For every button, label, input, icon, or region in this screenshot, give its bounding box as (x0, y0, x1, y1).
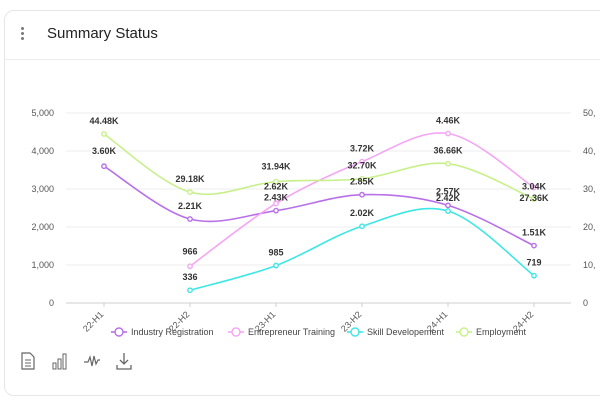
document-icon[interactable] (20, 352, 36, 370)
data-label: 2.57K (436, 186, 461, 196)
legend-label: Employment (476, 327, 527, 337)
data-label: 3.04K (522, 181, 547, 191)
data-label: 4.46K (436, 116, 461, 126)
data-point (101, 131, 107, 137)
data-point (101, 163, 107, 170)
data-label: 336 (182, 272, 197, 282)
data-label: 44.48K (89, 116, 119, 126)
data-label: 2.02K (350, 208, 375, 218)
y-right-tick-label: 0 (583, 298, 588, 308)
data-point (273, 200, 279, 207)
legend-swatch-marker (231, 327, 241, 337)
y-right-tick-label: 50, (583, 108, 596, 118)
y-right-tick-label: 10, (583, 260, 596, 270)
data-label: 3.72K (350, 144, 375, 154)
legend-swatch-marker (459, 327, 469, 337)
data-point (273, 262, 279, 269)
data-point (445, 130, 451, 137)
legend-swatch-marker (114, 327, 124, 337)
legend-label: Skill Developement (367, 327, 445, 337)
data-point (445, 202, 451, 209)
data-label: 31.94K (261, 162, 291, 172)
data-label: 2.85K (350, 177, 375, 187)
data-point (187, 189, 193, 196)
data-label: 1.51K (522, 228, 547, 238)
download-icon[interactable] (116, 352, 132, 370)
legend-label: Entrepreneur Training (248, 327, 335, 337)
data-label: 29.18K (175, 174, 205, 184)
y-left-tick-label: 1,000 (31, 260, 54, 270)
line-chart-icon[interactable] (84, 352, 100, 370)
data-point (531, 242, 537, 249)
data-point (273, 207, 279, 214)
series-line (103, 165, 535, 247)
kebab-menu-icon[interactable] (17, 25, 27, 45)
y-left-tick-label: 2,000 (31, 222, 54, 232)
data-point (187, 216, 193, 222)
summary-line-chart: 0 1,000 2,000 3,000 4,000 5,000 0 10, 20, 30, 40, 5… (31, 108, 596, 337)
data-point (445, 160, 451, 167)
data-point (273, 178, 279, 185)
data-label: 2.42K (436, 193, 461, 203)
y-right-tick-label: 20, (583, 222, 596, 232)
y-right-tick-label: 40, (583, 146, 596, 156)
legend-swatch-marker (350, 327, 360, 337)
data-label: 3.60K (92, 146, 117, 156)
card-header: Summary Status (5, 11, 600, 60)
data-point (187, 287, 193, 294)
data-label: 2.43K (264, 193, 289, 203)
summary-status-card: Summary Status (4, 10, 600, 396)
y-left-tick-label: 0 (49, 298, 54, 308)
bar-chart-icon[interactable] (52, 352, 68, 370)
data-point (531, 196, 537, 202)
y-left-tick-label: 3,000 (31, 184, 54, 194)
series-line (189, 207, 535, 292)
series-line (103, 133, 535, 200)
data-label: 2.62K (264, 181, 289, 191)
y-right-tick-label: 30, (583, 184, 596, 194)
card-title: Summary Status (47, 25, 158, 42)
x-tick-label: 22-H1 (81, 309, 105, 333)
y-left-tick-label: 4,000 (31, 146, 54, 156)
data-label: 27.36K (519, 193, 549, 203)
data-point (359, 223, 365, 230)
y-left-tick-label: 5,000 (31, 108, 54, 118)
data-label: 2.21K (178, 201, 203, 211)
data-label: 32.70K (347, 161, 377, 171)
data-label: 719 (526, 258, 541, 268)
data-point (359, 158, 365, 165)
legend-label: Industry Registration (131, 327, 214, 337)
data-point (359, 191, 365, 198)
data-point (531, 272, 537, 279)
data-point (531, 184, 537, 191)
data-point (445, 208, 451, 214)
data-point (187, 263, 193, 270)
data-label: 966 (182, 246, 197, 256)
data-label: 985 (268, 248, 283, 258)
data-point (359, 175, 365, 182)
data-label: 36.66K (433, 146, 463, 156)
